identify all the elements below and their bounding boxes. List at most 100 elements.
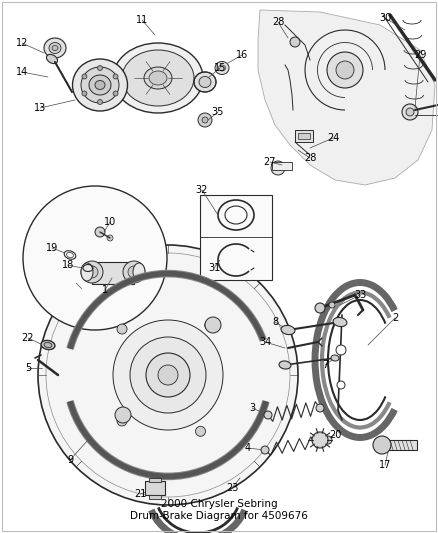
Text: 18: 18 (62, 260, 74, 270)
Circle shape (113, 74, 118, 79)
Text: 4: 4 (245, 443, 251, 453)
Text: 30: 30 (379, 13, 391, 23)
Ellipse shape (199, 77, 211, 87)
Circle shape (146, 353, 190, 397)
Text: 10: 10 (104, 217, 116, 227)
Text: 33: 33 (354, 290, 366, 300)
Circle shape (158, 365, 178, 385)
Ellipse shape (279, 361, 291, 369)
Circle shape (324, 436, 332, 444)
Text: 32: 32 (196, 185, 208, 195)
Text: 5: 5 (25, 363, 31, 373)
Text: 22: 22 (22, 333, 34, 343)
Circle shape (86, 266, 98, 278)
Circle shape (81, 261, 103, 283)
Text: 2000 Chrysler Sebring
Drum-Brake Diagram for 4509676: 2000 Chrysler Sebring Drum-Brake Diagram… (130, 499, 308, 521)
Text: 21: 21 (134, 489, 146, 499)
Text: 35: 35 (212, 107, 224, 117)
Text: 11: 11 (136, 15, 148, 25)
Circle shape (198, 113, 212, 127)
Ellipse shape (113, 43, 203, 113)
Text: 34: 34 (259, 337, 271, 347)
Text: 24: 24 (327, 133, 339, 143)
Text: 9: 9 (67, 455, 73, 465)
Ellipse shape (49, 43, 61, 53)
Text: 28: 28 (272, 17, 284, 27)
Bar (200, 195, 272, 280)
Text: 17: 17 (379, 460, 391, 470)
Circle shape (113, 320, 223, 430)
Circle shape (312, 432, 328, 448)
Circle shape (95, 227, 105, 237)
Ellipse shape (44, 342, 52, 348)
Circle shape (261, 446, 269, 454)
Ellipse shape (73, 59, 127, 111)
Bar (149, 478, 161, 482)
Bar (272, 162, 292, 170)
Ellipse shape (95, 80, 105, 90)
Bar (92, 262, 134, 284)
Circle shape (329, 302, 335, 308)
Circle shape (205, 320, 215, 330)
Text: 12: 12 (16, 38, 28, 48)
Circle shape (130, 337, 206, 413)
Ellipse shape (194, 72, 216, 92)
Bar (149, 495, 161, 499)
Circle shape (113, 91, 118, 96)
Circle shape (271, 161, 285, 175)
Ellipse shape (149, 71, 167, 85)
Text: 28: 28 (304, 153, 316, 163)
Circle shape (290, 37, 300, 47)
Circle shape (316, 404, 324, 412)
Ellipse shape (52, 45, 58, 51)
Circle shape (205, 317, 221, 333)
Circle shape (82, 74, 87, 79)
Circle shape (406, 108, 414, 116)
Text: 8: 8 (272, 317, 278, 327)
Circle shape (123, 261, 145, 283)
Circle shape (107, 235, 113, 241)
Ellipse shape (41, 341, 55, 350)
Circle shape (327, 52, 363, 88)
Ellipse shape (89, 75, 111, 95)
Bar (298, 133, 310, 139)
Circle shape (336, 61, 354, 79)
Ellipse shape (219, 65, 226, 71)
Text: 15: 15 (214, 63, 226, 73)
Text: 23: 23 (226, 483, 238, 493)
Ellipse shape (133, 263, 145, 281)
Text: 29: 29 (414, 50, 426, 60)
Circle shape (38, 245, 298, 505)
Circle shape (115, 407, 131, 423)
Ellipse shape (81, 263, 93, 281)
Ellipse shape (46, 54, 57, 63)
Circle shape (98, 66, 102, 70)
Text: 14: 14 (16, 67, 28, 77)
Ellipse shape (44, 38, 66, 58)
Ellipse shape (281, 326, 295, 335)
Circle shape (315, 303, 325, 313)
Ellipse shape (81, 67, 119, 103)
Text: 20: 20 (329, 430, 341, 440)
Polygon shape (258, 10, 435, 185)
Bar (295, 130, 313, 142)
Circle shape (23, 186, 167, 330)
Circle shape (337, 381, 345, 389)
Ellipse shape (122, 50, 194, 106)
Text: 19: 19 (46, 243, 58, 253)
Text: 2: 2 (392, 313, 398, 323)
Circle shape (402, 104, 418, 120)
Circle shape (128, 266, 140, 278)
Bar (145, 481, 165, 495)
Circle shape (98, 100, 102, 104)
Text: 31: 31 (208, 263, 220, 273)
Circle shape (195, 426, 205, 437)
Text: 1: 1 (102, 285, 108, 295)
Text: 3: 3 (249, 403, 255, 413)
Circle shape (82, 91, 87, 96)
Circle shape (373, 436, 391, 454)
Ellipse shape (144, 67, 172, 89)
Circle shape (117, 416, 127, 426)
Text: 16: 16 (236, 50, 248, 60)
Ellipse shape (215, 61, 229, 75)
